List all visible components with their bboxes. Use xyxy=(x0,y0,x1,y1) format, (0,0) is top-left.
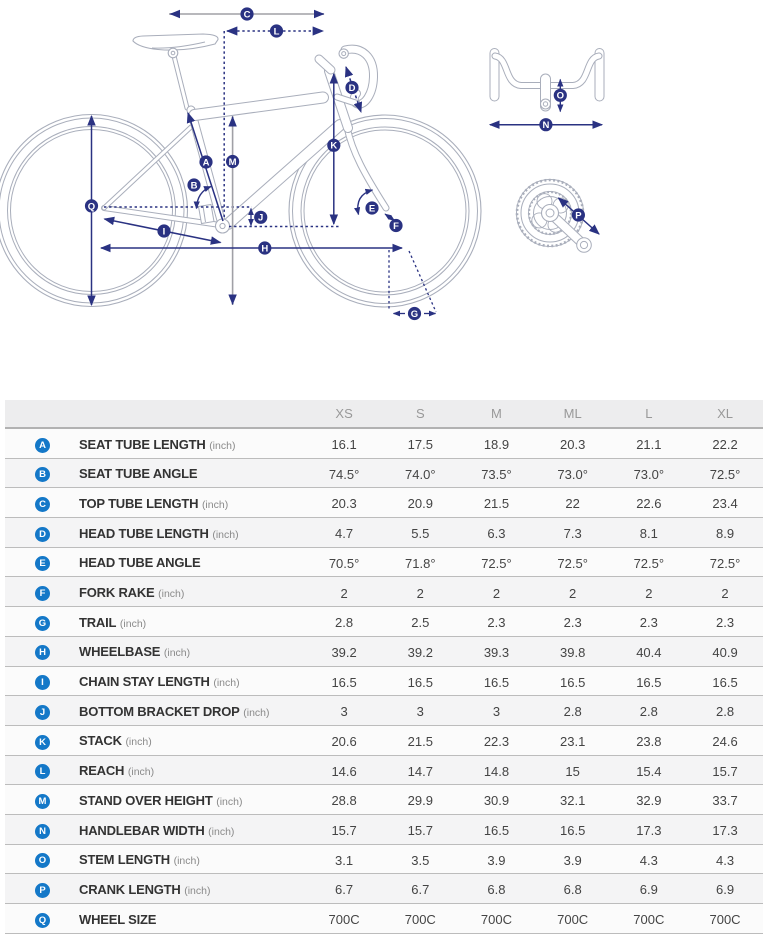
svg-text:J: J xyxy=(258,213,263,224)
svg-text:G: G xyxy=(411,309,418,320)
svg-text:D: D xyxy=(349,83,356,94)
svg-text:E: E xyxy=(369,203,375,214)
svg-text:I: I xyxy=(163,226,166,237)
svg-text:C: C xyxy=(244,9,251,20)
svg-text:F: F xyxy=(393,221,399,232)
svg-text:A: A xyxy=(203,157,210,168)
svg-text:H: H xyxy=(261,243,268,254)
svg-text:K: K xyxy=(330,141,337,152)
svg-text:B: B xyxy=(191,180,198,191)
svg-text:L: L xyxy=(274,26,280,37)
svg-text:N: N xyxy=(542,120,549,131)
svg-text:Q: Q xyxy=(88,201,95,212)
svg-text:O: O xyxy=(557,91,564,102)
svg-text:P: P xyxy=(575,210,582,221)
svg-text:M: M xyxy=(229,157,237,168)
